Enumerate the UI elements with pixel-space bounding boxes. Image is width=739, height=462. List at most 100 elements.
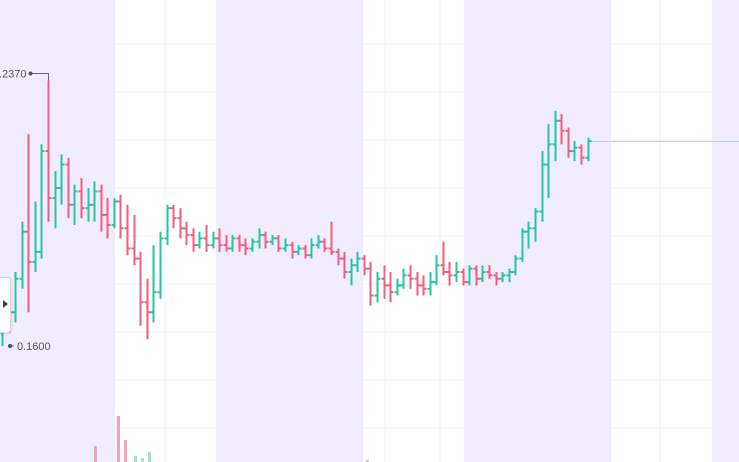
ohlc-bar[interactable] xyxy=(25,134,32,313)
ohlc-bar[interactable] xyxy=(545,124,552,199)
ohlc-bar[interactable] xyxy=(367,261,374,306)
ohlc-bar[interactable] xyxy=(308,238,315,259)
ohlc-bar[interactable] xyxy=(269,235,276,246)
ohlc-bar[interactable] xyxy=(565,127,572,158)
ohlc-bar[interactable] xyxy=(578,144,585,165)
ohlc-bar[interactable] xyxy=(203,224,210,252)
ohlc-bar[interactable] xyxy=(519,228,526,262)
ohlc-bar[interactable] xyxy=(71,184,78,225)
ohlc-bar[interactable] xyxy=(341,251,348,279)
ohlc-bar[interactable] xyxy=(315,235,322,249)
ohlc-bar[interactable] xyxy=(552,110,559,162)
ohlc-bar[interactable] xyxy=(282,238,289,252)
ohlc-bar[interactable] xyxy=(32,201,39,272)
ohlc-bar[interactable] xyxy=(348,258,355,286)
ohlc-bar[interactable] xyxy=(512,255,519,276)
ohlc-bar[interactable] xyxy=(229,235,236,252)
ohlc-bar[interactable] xyxy=(532,208,539,242)
ohlc-bar[interactable] xyxy=(381,265,388,299)
volume-bar xyxy=(124,440,127,462)
ohlc-bar[interactable] xyxy=(196,231,203,249)
ohlc-bar[interactable] xyxy=(420,275,427,296)
ohlc-bar[interactable] xyxy=(446,261,453,286)
ohlc-bar[interactable] xyxy=(216,228,223,252)
ohlc-bar[interactable] xyxy=(302,245,309,259)
ohlc-bar[interactable] xyxy=(150,245,157,323)
ohlc-bar[interactable] xyxy=(440,241,447,276)
ohlc-bar[interactable] xyxy=(242,238,249,256)
volume-bar xyxy=(148,452,151,462)
ohlc-bar[interactable] xyxy=(585,137,592,162)
ohlc-bar[interactable] xyxy=(157,231,164,299)
ohlc-bar[interactable] xyxy=(525,221,532,249)
ohlc-bar[interactable] xyxy=(361,255,368,276)
ohlc-bar[interactable] xyxy=(98,184,105,232)
ohlc-bar[interactable] xyxy=(289,241,296,259)
ohlc-bar[interactable] xyxy=(473,265,480,286)
ohlc-bar[interactable] xyxy=(124,204,131,256)
ohlc-bar[interactable] xyxy=(65,157,72,219)
ohlc-bar[interactable] xyxy=(486,265,493,279)
ohlc-bar[interactable] xyxy=(170,204,177,229)
ohlc-bar[interactable] xyxy=(45,80,52,222)
ohlc-bar[interactable] xyxy=(190,228,197,252)
ohlc-bar[interactable] xyxy=(19,221,26,289)
ohlc-bar[interactable] xyxy=(460,268,467,286)
ohlc-bar[interactable] xyxy=(433,255,440,286)
ohlc-bar[interactable] xyxy=(499,272,506,283)
ohlc-bar[interactable] xyxy=(354,251,361,272)
ohlc-bar[interactable] xyxy=(131,214,138,266)
ohlc-bar[interactable] xyxy=(427,272,434,296)
high-marker-dot xyxy=(28,71,33,76)
ohlc-bars[interactable] xyxy=(0,80,592,346)
ohlc-bar[interactable] xyxy=(104,198,111,239)
ohlc-bar[interactable] xyxy=(38,144,45,259)
ohlc-bar[interactable] xyxy=(275,235,282,252)
ohlc-bar[interactable] xyxy=(137,251,144,326)
ohlc-bar[interactable] xyxy=(321,238,328,252)
ohlc-bar[interactable] xyxy=(85,188,92,222)
ohlc-bar[interactable] xyxy=(539,151,546,222)
ohlc-bar[interactable] xyxy=(58,154,65,205)
ohlc-bar[interactable] xyxy=(479,265,486,283)
volume-bars xyxy=(94,416,369,462)
ohlc-bar[interactable] xyxy=(78,177,85,219)
ohlc-bar[interactable] xyxy=(414,272,421,296)
ohlc-bar[interactable] xyxy=(223,235,230,252)
ohlc-bar[interactable] xyxy=(12,272,19,323)
ohlc-bar[interactable] xyxy=(177,208,184,239)
ohlc-bar[interactable] xyxy=(256,228,263,249)
ohlc-bar[interactable] xyxy=(335,248,342,266)
ohlc-bar[interactable] xyxy=(262,231,269,249)
ohlc-bar[interactable] xyxy=(558,114,565,145)
ohlc-bar[interactable] xyxy=(183,221,190,246)
ohlc-bar[interactable] xyxy=(374,272,381,303)
ohlc-bar[interactable] xyxy=(52,171,59,229)
ohlc-bar[interactable] xyxy=(400,268,407,289)
ohlc-bar[interactable] xyxy=(144,278,151,340)
ohlc-bar[interactable] xyxy=(387,272,394,303)
ohlc-bar[interactable] xyxy=(164,204,171,246)
ohlc-bar[interactable] xyxy=(466,265,473,286)
high-marker: 0.2370 xyxy=(0,68,49,81)
ohlc-bar[interactable] xyxy=(453,261,460,283)
ohlc-bar[interactable] xyxy=(394,278,401,296)
ohlc-bar[interactable] xyxy=(295,245,302,256)
ohlc-bar[interactable] xyxy=(111,198,118,229)
ohlc-bar[interactable] xyxy=(506,268,513,283)
low-marker-dot xyxy=(8,344,12,348)
ohlc-bar[interactable] xyxy=(249,238,256,252)
ohlc-bar[interactable] xyxy=(210,231,217,249)
ohlc-bar[interactable] xyxy=(91,181,98,222)
ohlc-bar[interactable] xyxy=(117,194,124,239)
ohlc-bar[interactable] xyxy=(328,221,335,256)
session-band xyxy=(216,0,363,462)
chart-scroll-handle[interactable] xyxy=(0,277,11,333)
ohlc-bar[interactable] xyxy=(493,272,500,286)
ohlc-bar[interactable] xyxy=(571,140,578,162)
ohlc-bar[interactable] xyxy=(407,265,414,289)
ohlc-bar[interactable] xyxy=(236,235,243,252)
